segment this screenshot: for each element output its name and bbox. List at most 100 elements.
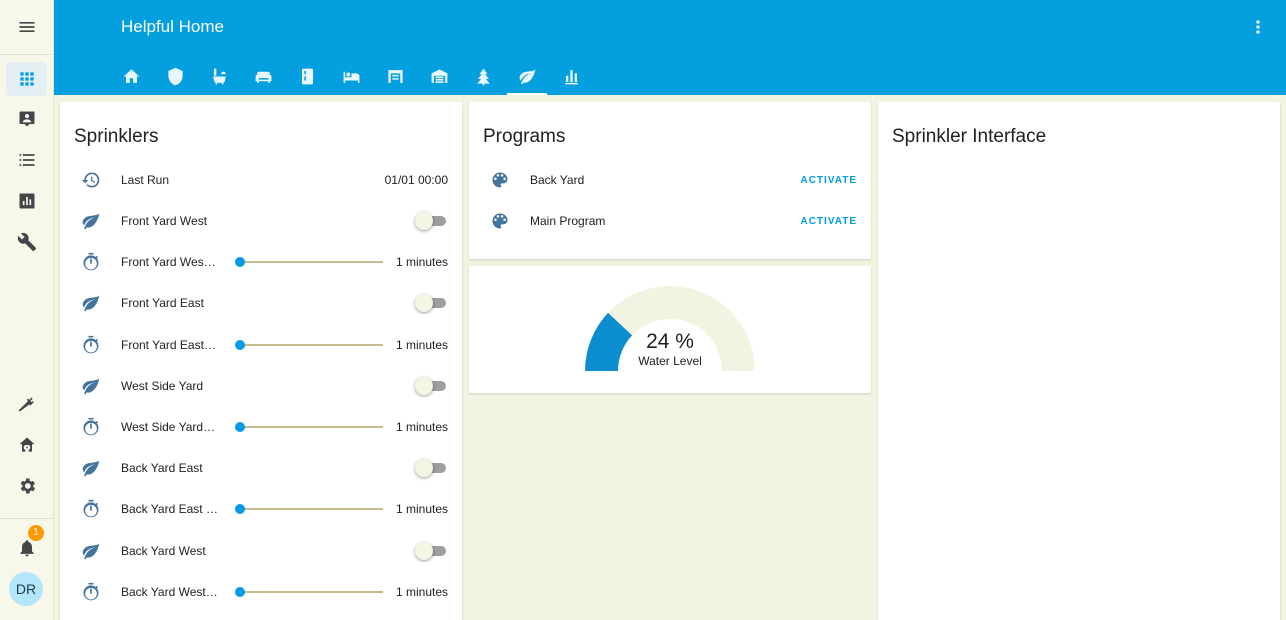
- toggle-thumb: [415, 541, 433, 560]
- activate-button[interactable]: ACTIVATE: [800, 215, 857, 227]
- toggle-track: [420, 216, 446, 226]
- zone-switch-row: West Side Yard: [60, 367, 462, 405]
- tab-garden[interactable]: [461, 57, 505, 95]
- last-run-value: 01/01 00:00: [384, 173, 448, 187]
- tab-security[interactable]: [153, 57, 197, 95]
- zone-toggle[interactable]: [415, 540, 446, 562]
- zone-duration-row: Front Yard East Duration 1 minutes: [60, 326, 462, 364]
- duration-value: 1 minutes: [395, 255, 448, 270]
- app-title: Helpful Home: [121, 17, 224, 36]
- account-box-icon: [19, 111, 34, 127]
- slider-knob[interactable]: [235, 422, 245, 432]
- slider-track: [239, 508, 383, 511]
- slider-track: [239, 343, 383, 346]
- overflow-menu-button[interactable]: [1248, 17, 1268, 37]
- sidebar-item-home-assistant[interactable]: [6, 428, 47, 462]
- tab-statistics[interactable]: [549, 57, 593, 95]
- gauge-name: Water Level: [638, 354, 702, 368]
- zone-switch-row: Back Yard East: [60, 449, 462, 487]
- timer-icon: [80, 498, 102, 520]
- last-run-label: Last Run: [121, 173, 170, 187]
- sidebar-item-settings[interactable]: [6, 469, 47, 503]
- sidebar-item-history[interactable]: [6, 184, 47, 218]
- notification-badge: 1: [28, 525, 44, 541]
- leaf-icon: [80, 292, 102, 314]
- toggle-thumb: [415, 376, 433, 395]
- toggle-track: [420, 545, 446, 556]
- duration-slider[interactable]: [235, 582, 383, 602]
- zone-toggle[interactable]: [415, 292, 446, 314]
- apps-icon: [19, 72, 34, 86]
- gauge-fill: [585, 312, 633, 371]
- sidebar-item-hacs[interactable]: [6, 225, 47, 259]
- bell-icon: [19, 540, 34, 557]
- tab-bedroom[interactable]: [329, 57, 373, 95]
- duration-value: 1 minutes: [395, 337, 448, 352]
- tab-basement[interactable]: [417, 57, 461, 95]
- slider-knob[interactable]: [235, 504, 245, 515]
- tab-home[interactable]: [109, 57, 153, 95]
- duration-slider[interactable]: [235, 335, 383, 355]
- water-level-gauge-card[interactable]: 24 % Water Level: [469, 266, 871, 393]
- zone-label: West Side Yard Duration: [121, 420, 218, 434]
- tab-sprinklers[interactable]: [505, 57, 549, 95]
- timer-icon: [80, 334, 102, 356]
- zone-duration-row: Front Yard West Duration 1 minutes: [60, 243, 462, 281]
- warehouse-icon: [431, 68, 447, 83]
- duration-slider[interactable]: [235, 252, 383, 272]
- zone-label: Front Yard East Duration: [121, 337, 218, 352]
- leaf-icon: [80, 540, 102, 562]
- zone-duration-row: Back Yard West Duration 1 minutes: [60, 573, 462, 611]
- tab-kitchen[interactable]: [285, 57, 329, 95]
- zone-label: Front Yard East: [121, 296, 204, 311]
- program-name: Back Yard: [530, 173, 585, 187]
- sprinkler-interface-card: Sprinkler Interface: [878, 102, 1280, 620]
- leaf-icon: [519, 68, 535, 84]
- sidebar-divider: [0, 518, 54, 519]
- shield-icon: [167, 67, 183, 85]
- top-app-bar: Helpful Home: [54, 0, 1286, 95]
- last-run-row[interactable]: Last Run 01/01 00:00: [60, 161, 462, 199]
- sidebar-item-logbook[interactable]: [6, 143, 47, 177]
- zone-label: West Side Yard: [121, 378, 204, 393]
- sidebar-item-overview[interactable]: [6, 62, 47, 96]
- slider-track: [239, 426, 383, 428]
- user-avatar[interactable]: DR: [9, 572, 43, 606]
- duration-slider[interactable]: [235, 417, 383, 437]
- zone-toggle[interactable]: [415, 210, 446, 232]
- timer-icon: [80, 251, 102, 273]
- zone-label: Front Yard West: [121, 214, 208, 228]
- tab-bathroom[interactable]: [197, 57, 241, 95]
- home-icon: [123, 68, 139, 83]
- duration-slider[interactable]: [235, 499, 383, 519]
- palette-icon: [489, 210, 511, 232]
- programs-card: Programs Back Yard ACTIVATE Main Program…: [469, 102, 871, 259]
- slider-knob[interactable]: [235, 257, 245, 268]
- notifications-button[interactable]: 1: [6, 525, 47, 565]
- history-icon: [80, 169, 102, 191]
- gear-icon: [20, 478, 35, 494]
- wrench-icon: [17, 232, 36, 252]
- sidebar: 1 DR: [0, 0, 54, 620]
- tab-garage[interactable]: [373, 57, 417, 95]
- leaf-icon: [80, 375, 102, 397]
- sidebar-item-map[interactable]: [6, 102, 47, 136]
- zone-toggle[interactable]: [415, 457, 446, 479]
- list-icon: [19, 154, 34, 166]
- garage-icon: [387, 69, 403, 83]
- menu-button[interactable]: [0, 0, 53, 55]
- slider-knob[interactable]: [235, 586, 245, 597]
- zone-switch-row: Front Yard West: [60, 202, 462, 240]
- bed-icon: [343, 71, 359, 83]
- slider-knob[interactable]: [235, 339, 245, 350]
- activate-button[interactable]: ACTIVATE: [800, 174, 857, 186]
- zone-toggle[interactable]: [415, 375, 446, 397]
- home-gear-icon: [19, 437, 34, 452]
- toggle-thumb: [415, 212, 433, 230]
- zone-label: Back Yard West: [121, 543, 206, 558]
- dots-vertical-icon: [1256, 20, 1260, 34]
- leaf-icon: [80, 210, 102, 232]
- tab-living-room[interactable]: [241, 57, 285, 95]
- zone-label: Back Yard East: [121, 461, 203, 476]
- sidebar-item-developer-tools[interactable]: [6, 387, 47, 421]
